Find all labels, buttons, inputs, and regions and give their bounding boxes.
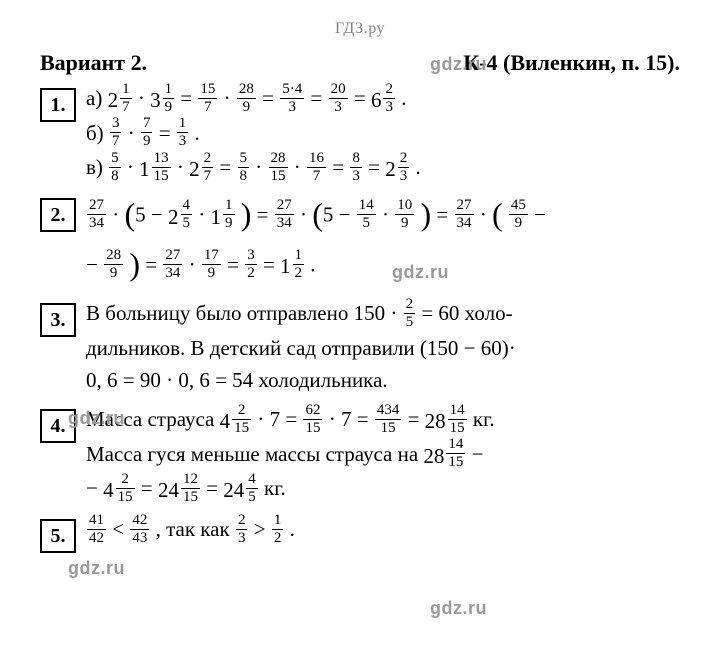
- site-label: ГДЗ.ру: [40, 20, 680, 38]
- label-a: а): [86, 86, 108, 110]
- problem-content: Масса страуса 4215 · 7 = 6215 · 7 = 4341…: [86, 403, 680, 507]
- problem-number: 2.: [40, 198, 76, 232]
- problem-5: 5. 4142 < 4243 , так как 23 > 12 .: [40, 513, 680, 553]
- header-right: К-4 (Виленкин, п. 15).: [463, 50, 680, 76]
- header: Вариант 2. К-4 (Виленкин, п. 15).: [40, 50, 680, 76]
- problem-number: 1.: [40, 88, 76, 122]
- problem-1: 1. а) 217 · 319 = 157 · 289 = 5·43 = 203…: [40, 82, 680, 186]
- header-left: Вариант 2.: [40, 50, 147, 76]
- problem-number: 5.: [40, 519, 76, 553]
- problem-content: В больницу было отправлено 150 · 25 = 60…: [86, 297, 680, 397]
- problem-number: 4.: [40, 409, 76, 443]
- problem-content: а) 217 · 319 = 157 · 289 = 5·43 = 203 = …: [86, 82, 680, 186]
- problem-content: 2734 · (5 − 245 · 119 ) = 2734 · (5 − 14…: [86, 192, 680, 291]
- label-c: в): [86, 155, 108, 179]
- problem-content: 4142 < 4243 , так как 23 > 12 .: [86, 513, 680, 548]
- problem-3: 3. В больницу было отправлено 150 · 25 =…: [40, 297, 680, 397]
- problem-2: 2. 2734 · (5 − 245 · 119 ) = 2734 · (5 −…: [40, 192, 680, 291]
- problem-4: 4. Масса страуса 4215 · 7 = 6215 · 7 = 4…: [40, 403, 680, 507]
- problem-number: 3.: [40, 303, 76, 337]
- label-b: б): [86, 121, 109, 145]
- watermark: gdz.ru: [430, 598, 487, 619]
- page: ГДЗ.ру Вариант 2. К-4 (Виленкин, п. 15).…: [0, 0, 720, 589]
